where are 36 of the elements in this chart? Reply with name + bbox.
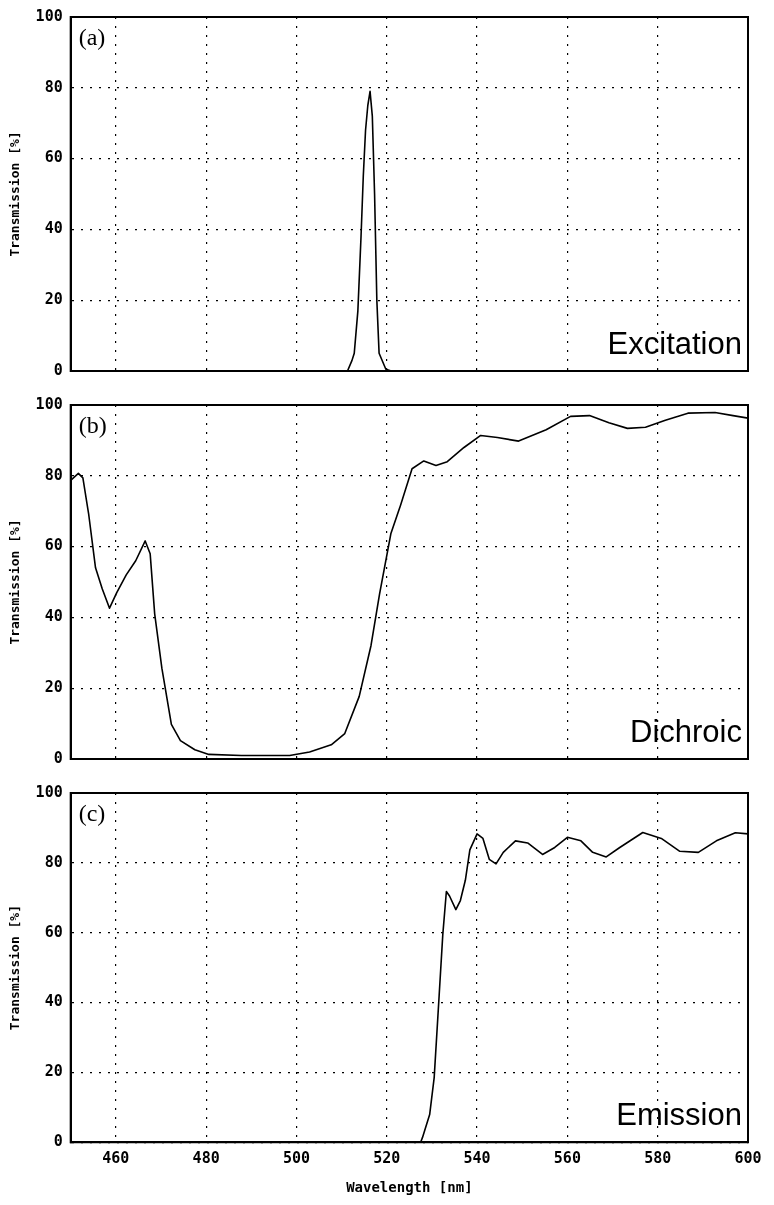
annotation: Emission xyxy=(616,1097,742,1133)
annotation: Dichroic xyxy=(630,714,742,750)
y-axis-title: Transmission [%] xyxy=(7,904,23,1031)
y-tick-label: 0 xyxy=(53,1132,63,1151)
y-tick-label: 40 xyxy=(44,219,63,238)
x-tick-label: 520 xyxy=(373,1149,401,1168)
x-tick-label: 500 xyxy=(282,1149,311,1168)
annotation: (c) xyxy=(78,800,106,827)
y-axis-title: Transmission [%] xyxy=(7,131,23,257)
x-tick-label: 580 xyxy=(644,1149,672,1168)
y-tick-label: 60 xyxy=(44,536,63,555)
y-axis-title: Transmission [%] xyxy=(7,519,23,645)
y-tick-label: 80 xyxy=(44,77,63,96)
y-tick-label: 60 xyxy=(44,148,63,167)
y-tick-label: 100 xyxy=(35,6,63,25)
annotation: Excitation xyxy=(607,326,742,362)
y-tick-label: 20 xyxy=(44,290,63,309)
y-tick-label: 40 xyxy=(44,607,63,626)
y-tick-label: 100 xyxy=(35,394,63,413)
x-tick-label: 540 xyxy=(463,1149,491,1168)
y-tick-label: 40 xyxy=(44,992,63,1011)
y-tick-label: 60 xyxy=(44,922,63,941)
x-axis-title: Wavelength [nm] xyxy=(346,1179,473,1196)
y-tick-label: 80 xyxy=(44,852,63,871)
annotation: (b) xyxy=(78,412,107,439)
y-tick-label: 20 xyxy=(44,678,63,697)
y-tick-label: 100 xyxy=(35,782,63,801)
x-tick-label: 460 xyxy=(102,1149,130,1168)
x-tick-label: 480 xyxy=(192,1149,220,1168)
annotation: (a) xyxy=(78,24,106,51)
y-tick-label: 20 xyxy=(44,1062,63,1081)
x-tick-label: 600 xyxy=(734,1149,762,1168)
y-tick-label: 0 xyxy=(53,360,63,379)
x-tick-label: 560 xyxy=(553,1149,581,1168)
y-tick-label: 0 xyxy=(53,748,63,767)
y-tick-label: 80 xyxy=(44,465,63,484)
